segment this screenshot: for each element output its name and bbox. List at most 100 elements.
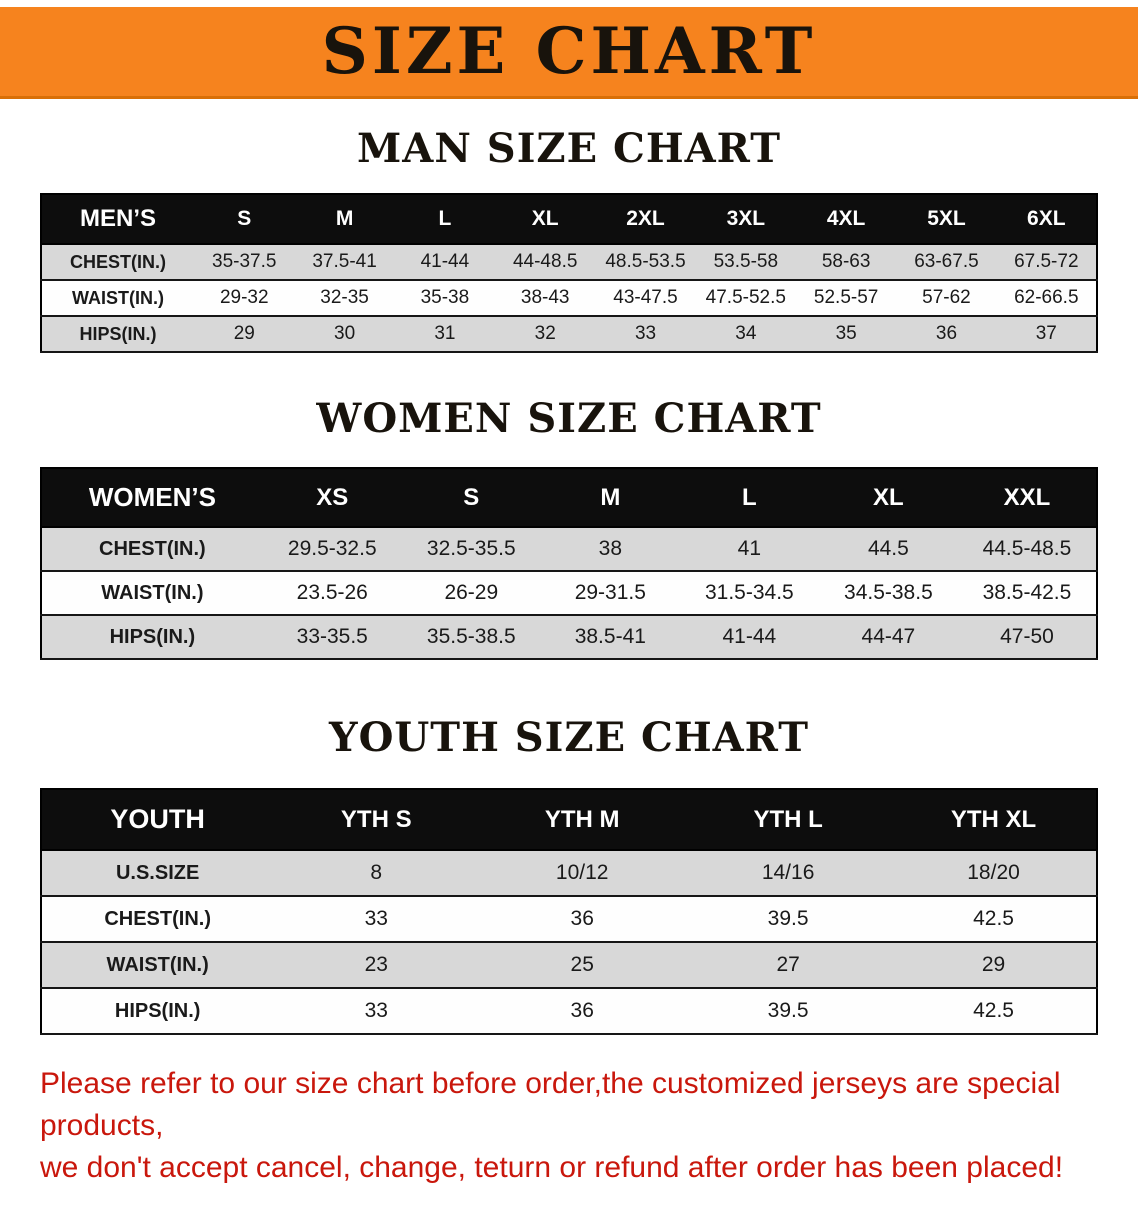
value-cell: 57-62 xyxy=(896,280,997,317)
value-cell: 29.5-32.5 xyxy=(262,527,402,572)
value-cell: 29-32 xyxy=(194,280,295,317)
size-header-cell: XL xyxy=(818,468,958,528)
value-cell: 29-31.5 xyxy=(540,571,680,616)
value-cell: 29 xyxy=(194,316,295,353)
table-row: HIPS(IN.) 29 30 31 32 33 34 35 36 37 xyxy=(41,316,1097,353)
table-row: HIPS(IN.) 33-35.5 35.5-38.5 38.5-41 41-44 44-… xyxy=(41,615,1097,660)
row-label-cell: U.S.SIZE xyxy=(41,850,274,897)
youth-size-table: YOUTH YTH S YTH M YTH L YTH XL U.S.SIZE 8 10/12… xyxy=(40,788,1098,1035)
value-cell: 8 xyxy=(273,850,480,897)
table-row: HIPS(IN.) 33 36 39.5 42.5 xyxy=(41,988,1097,1035)
value-cell: 58-63 xyxy=(795,244,897,281)
value-cell: 42.5 xyxy=(891,896,1097,943)
value-cell: 53.5-58 xyxy=(695,244,796,281)
disclaimer-line-2: we don't accept cancel, change, teturn o… xyxy=(40,1151,1064,1184)
size-header-cell: 5XL xyxy=(896,194,997,245)
table-header-row: WOMEN’S XS S M L XL XXL xyxy=(41,468,1097,528)
table-row: WAIST(IN.) 29-32 32-35 35-38 38-43 43-47.5 47.… xyxy=(41,280,1097,317)
size-header-cell: XXL xyxy=(957,468,1097,528)
value-cell: 38.5-42.5 xyxy=(957,571,1097,616)
value-cell: 48.5-53.5 xyxy=(595,244,696,281)
disclaimer-line-1: Please refer to our size chart before or… xyxy=(40,1067,1061,1142)
table-title-cell: MEN’S xyxy=(41,194,195,245)
value-cell: 38 xyxy=(540,527,680,572)
row-label-cell: CHEST(IN.) xyxy=(41,244,195,281)
table-row: WAIST(IN.) 23 25 27 29 xyxy=(41,942,1097,989)
size-header-cell: 6XL xyxy=(996,194,1097,245)
value-cell: 35.5-38.5 xyxy=(401,615,541,660)
value-cell: 41-44 xyxy=(394,244,496,281)
row-label-cell: HIPS(IN.) xyxy=(41,615,263,660)
row-label-cell: WAIST(IN.) xyxy=(41,571,263,616)
size-header-cell: M xyxy=(294,194,395,245)
value-cell: 33 xyxy=(273,988,480,1035)
value-cell: 42.5 xyxy=(891,988,1097,1035)
value-cell: 38-43 xyxy=(495,280,596,317)
women-section-heading: WOMEN SIZE CHART xyxy=(316,395,822,442)
page-title: SIZE CHART xyxy=(321,13,817,89)
value-cell: 26-29 xyxy=(401,571,541,616)
value-cell: 27 xyxy=(685,942,892,989)
table-row: WAIST(IN.) 23.5-26 26-29 29-31.5 31.5-34.5 34… xyxy=(41,571,1097,616)
table-row: CHEST(IN.) 33 36 39.5 42.5 xyxy=(41,896,1097,943)
table-title-cell: WOMEN’S xyxy=(41,468,263,528)
value-cell: 43-47.5 xyxy=(595,280,696,317)
table-header-row: MEN’S S M L XL 2XL 3XL 4XL 5XL 6XL xyxy=(41,194,1097,245)
size-header-cell: 3XL xyxy=(695,194,796,245)
size-header-cell: YTH L xyxy=(685,789,892,851)
size-chart-page: SIZE CHART MAN SIZE CHART MEN’S S M L XL 2XL 3… xyxy=(0,7,1138,1189)
value-cell: 25 xyxy=(479,942,686,989)
value-cell: 47.5-52.5 xyxy=(695,280,796,317)
size-header-cell: 2XL xyxy=(595,194,696,245)
row-label-cell: CHEST(IN.) xyxy=(41,896,274,943)
women-section: WOMEN SIZE CHART WOMEN’S XS S M L XL XXL CHEST(… xyxy=(0,399,1138,660)
table-header-row: YOUTH YTH S YTH M YTH L YTH XL xyxy=(41,789,1097,851)
value-cell: 62-66.5 xyxy=(996,280,1097,317)
value-cell: 52.5-57 xyxy=(795,280,897,317)
value-cell: 31 xyxy=(394,316,496,353)
youth-section-heading: YOUTH SIZE CHART xyxy=(329,714,809,761)
value-cell: 37.5-41 xyxy=(294,244,395,281)
value-cell: 67.5-72 xyxy=(996,244,1097,281)
value-cell: 32.5-35.5 xyxy=(401,527,541,572)
value-cell: 38.5-41 xyxy=(540,615,680,660)
row-label-cell: WAIST(IN.) xyxy=(41,942,274,989)
value-cell: 10/12 xyxy=(479,850,686,897)
value-cell: 39.5 xyxy=(685,988,892,1035)
size-header-cell: 4XL xyxy=(795,194,897,245)
row-label-cell: CHEST(IN.) xyxy=(41,527,263,572)
value-cell: 44-47 xyxy=(818,615,958,660)
men-section-heading: MAN SIZE CHART xyxy=(357,125,781,172)
value-cell: 41 xyxy=(679,527,819,572)
value-cell: 36 xyxy=(479,988,686,1035)
row-label-cell: WAIST(IN.) xyxy=(41,280,195,317)
value-cell: 23.5-26 xyxy=(262,571,402,616)
size-header-cell: XS xyxy=(262,468,402,528)
disclaimer: Please refer to our size chart before or… xyxy=(40,1063,1100,1189)
value-cell: 39.5 xyxy=(685,896,892,943)
value-cell: 37 xyxy=(996,316,1097,353)
size-header-cell: YTH S xyxy=(273,789,480,851)
size-header-cell: YTH M xyxy=(479,789,686,851)
value-cell: 36 xyxy=(896,316,997,353)
youth-section: YOUTH SIZE CHART YOUTH YTH S YTH M YTH L YTH… xyxy=(0,718,1138,1035)
value-cell: 34 xyxy=(695,316,796,353)
table-title-cell: YOUTH xyxy=(41,789,274,851)
value-cell: 41-44 xyxy=(679,615,819,660)
value-cell: 33 xyxy=(595,316,696,353)
value-cell: 63-67.5 xyxy=(896,244,997,281)
value-cell: 18/20 xyxy=(891,850,1097,897)
size-header-cell: L xyxy=(679,468,819,528)
value-cell: 44.5-48.5 xyxy=(957,527,1097,572)
value-cell: 44.5 xyxy=(818,527,958,572)
table-row: CHEST(IN.) 29.5-32.5 32.5-35.5 38 41 44.5 44.5… xyxy=(41,527,1097,572)
value-cell: 33-35.5 xyxy=(262,615,402,660)
value-cell: 14/16 xyxy=(685,850,892,897)
value-cell: 35-38 xyxy=(394,280,496,317)
value-cell: 44-48.5 xyxy=(495,244,596,281)
value-cell: 35-37.5 xyxy=(194,244,295,281)
value-cell: 30 xyxy=(294,316,395,353)
value-cell: 32 xyxy=(495,316,596,353)
women-size-table: WOMEN’S XS S M L XL XXL CHEST(IN.) 29.5-32.5 32.5… xyxy=(40,467,1098,660)
men-section: MAN SIZE CHART MEN’S S M L XL 2XL 3XL 4XL 5XL 6XL… xyxy=(0,129,1138,353)
